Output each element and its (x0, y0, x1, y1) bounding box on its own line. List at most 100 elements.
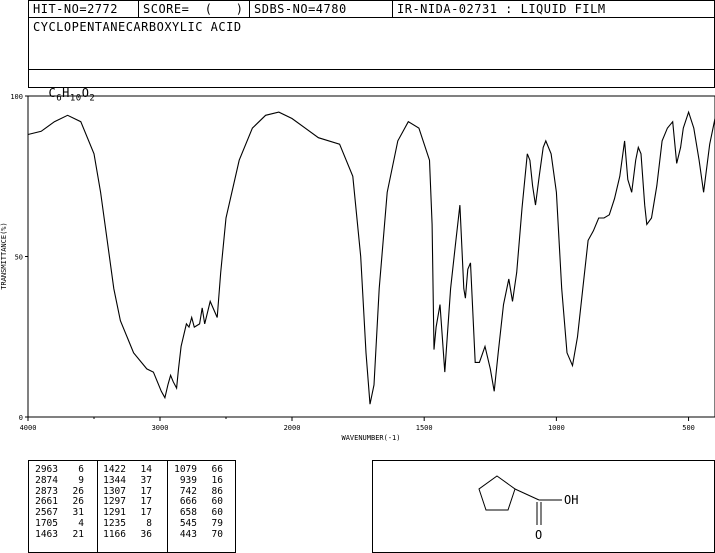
x-axis-label: WAVENUMBER(-1) (341, 434, 400, 442)
peak-table-divider (97, 460, 98, 553)
y-tick-label: 0 (19, 414, 23, 422)
sdbs-number: SDBS-NO=4780 (254, 2, 347, 16)
peak-row: 1705 4 (32, 517, 84, 530)
peak-row: 1344 37 (100, 474, 152, 487)
formula-element: O (81, 86, 90, 100)
header-divider (138, 0, 139, 18)
peak-transmittance: 14 (140, 464, 152, 475)
peak-transmittance: 70 (211, 528, 223, 540)
peak-row: 2661 26 (32, 497, 84, 508)
peak-row: 1463 21 (32, 528, 84, 541)
peak-transmittance: 17 (140, 496, 152, 508)
peak-wavenumber: 1307 (103, 485, 126, 497)
ir-spectrum-chart: 4000 3000 2000 1500 1000 500 0 50 100 WAVENUMBER… (0, 93, 715, 442)
y-axis-label: TRANSMITTANCE(%) (0, 222, 8, 289)
peak-wavenumber: 1291 (103, 507, 126, 519)
oh-label: OH (564, 493, 578, 507)
formula-element: C (48, 86, 57, 100)
peak-wavenumber: 2963 (35, 464, 58, 475)
plot-frame (27, 95, 715, 418)
peak-transmittance: 37 (140, 474, 152, 486)
peak-wavenumber: 1166 (103, 528, 126, 540)
peak-wavenumber: 658 (179, 507, 197, 519)
peak-wavenumber: 1463 (35, 528, 58, 540)
peak-wavenumber: 1297 (103, 496, 126, 508)
y-tick-label: 100 (10, 93, 23, 101)
o-label: O (535, 528, 542, 542)
peak-transmittance: 26 (72, 485, 84, 497)
peak-transmittance: 17 (140, 507, 152, 519)
peak-transmittance: 36 (140, 528, 152, 540)
transmittance-curve (27, 110, 715, 405)
formula-subscript: 10 (69, 93, 82, 104)
compound-name: CYCLOPENTANECARBOXYLIC ACID (33, 20, 242, 34)
peak-row: 1166 36 (100, 528, 152, 541)
peak-row: 1307 17 (100, 485, 152, 498)
peak-wavenumber: 1422 (103, 464, 126, 475)
peak-row: 443 70 (171, 528, 223, 541)
y-tick-label: 50 (15, 254, 23, 262)
peak-wavenumber: 1235 (103, 517, 126, 529)
peak-row: 2963 6 (32, 464, 84, 476)
peak-column: 1079 66 939 16 742 86 666 60 658 60 545 79 443 70 (171, 464, 223, 541)
peak-wavenumber: 2661 (35, 496, 58, 508)
peak-wavenumber: 2873 (35, 485, 58, 497)
formula-subscript: 2 (89, 93, 96, 104)
peak-transmittance: 17 (140, 485, 152, 497)
x-tick-label: 3000 (152, 424, 169, 432)
peak-wavenumber: 742 (179, 485, 197, 497)
peak-transmittance: 6 (78, 464, 84, 475)
peak-column: 2963 6 2874 9 2873 26 2661 26 2567 31 1705 4 1463 21 (32, 464, 84, 541)
formula-subscript: 6 (56, 93, 63, 104)
peak-row: 2873 26 (32, 485, 84, 498)
peak-transmittance: 8 (146, 517, 152, 529)
peak-row: 1235 8 (100, 517, 152, 530)
peak-row: 1422 14 (100, 464, 152, 476)
x-tick-label: 500 (682, 424, 695, 432)
peak-row: 742 86 (171, 485, 223, 498)
peak-transmittance: 4 (78, 517, 84, 529)
peak-wavenumber: 545 (179, 517, 197, 529)
peak-row: 545 79 (171, 517, 223, 530)
peak-row: 939 16 (171, 474, 223, 487)
peak-row: 2567 31 (32, 507, 84, 519)
ir-info: IR-NIDA-02731 : LIQUID FILM (397, 2, 606, 16)
peak-list: 2963 6 2874 9 2873 26 2661 26 2567 31 1705 4 1463 21 1… (28, 462, 236, 552)
peak-wavenumber: 1079 (174, 464, 197, 475)
peak-row: 666 60 (171, 497, 223, 508)
peak-row: 1297 17 (100, 497, 152, 508)
peak-transmittance: 16 (211, 474, 223, 486)
x-tick-label: 4000 (20, 424, 37, 432)
peak-wavenumber: 939 (179, 474, 197, 486)
peak-transmittance: 60 (211, 496, 223, 508)
peak-transmittance: 26 (72, 496, 84, 508)
peak-wavenumber: 2567 (35, 507, 58, 519)
peak-wavenumber: 1344 (103, 474, 126, 486)
peak-transmittance: 21 (72, 528, 84, 540)
peak-transmittance: 86 (211, 485, 223, 497)
peak-wavenumber: 2874 (35, 474, 58, 486)
formula-divider (28, 69, 715, 70)
x-tick-label: 1500 (416, 424, 433, 432)
peak-transmittance: 31 (72, 507, 84, 519)
peak-transmittance: 79 (211, 517, 223, 529)
cyclopentanecarboxylic-acid-structure: OH O (478, 475, 578, 542)
peak-row: 1291 17 (100, 507, 152, 519)
peak-row: 2874 9 (32, 474, 84, 487)
bond-ring-carbon (514, 488, 540, 501)
peak-transmittance: 60 (211, 507, 223, 519)
peak-column: 1422 14 1344 37 1307 17 1297 17 1291 17 1235 8 1166 3… (100, 464, 152, 541)
hit-number: HIT-NO=2772 (33, 2, 118, 16)
x-tick-label: 2000 (284, 424, 301, 432)
score: SCORE= ( ) (143, 2, 244, 16)
peak-row: 1079 66 (171, 464, 223, 476)
x-tick-label: 1000 (548, 424, 565, 432)
cyclopentane-ring (478, 475, 516, 511)
header-divider (249, 0, 250, 18)
molecular-formula: C6H10O2 (33, 72, 95, 105)
peak-wavenumber: 666 (179, 496, 197, 508)
peak-row: 658 60 (171, 507, 223, 519)
header-divider (392, 0, 393, 18)
peak-wavenumber: 443 (179, 528, 197, 540)
peak-transmittance: 9 (78, 474, 84, 486)
